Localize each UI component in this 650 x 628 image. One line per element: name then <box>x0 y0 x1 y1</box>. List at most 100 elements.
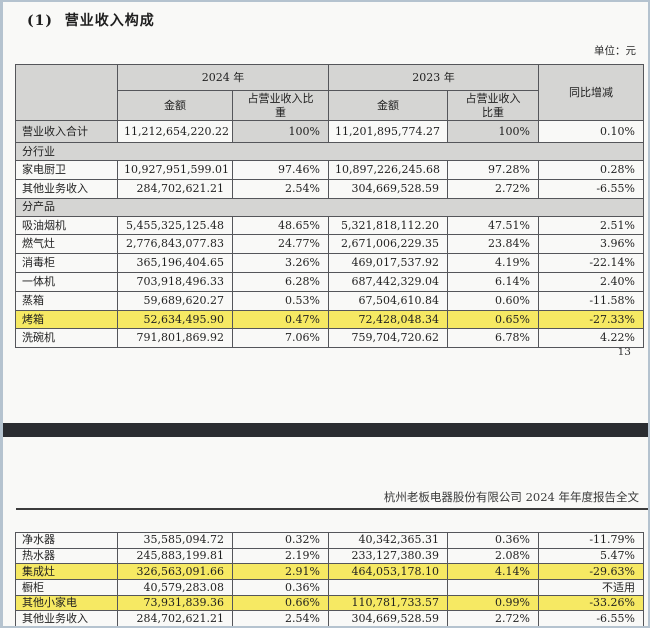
share-2024-cell: 0.32% <box>232 532 329 549</box>
table-row: 其他业务收入 284,702,621.21 2.54% 304,669,528.59 2… <box>15 610 644 626</box>
amount-2024-cell: 284,702,621.21 <box>117 178 233 199</box>
year-header-row: 2024 年 2023 年 同比增减 <box>15 64 644 121</box>
table-row: 营业收入合计 11,212,654,220.22 100% 11,201,895,77… <box>15 120 644 143</box>
row-label-cell: 一体机 <box>15 271 118 292</box>
share-2023-cell: 0.60% <box>447 290 539 311</box>
page-break-separator <box>3 423 648 437</box>
amount-2023-cell: 72,428,048.34 <box>328 309 448 330</box>
amount-2023-cell: 40,342,365.31 <box>328 532 448 549</box>
share-2023-cell: 0.36% <box>447 532 539 549</box>
share-2023-cell: 6.78% <box>447 328 539 349</box>
amount-2024-cell: 40,579,283.08 <box>117 579 233 596</box>
amount-2023-cell: 687,442,329.04 <box>328 271 448 292</box>
amount-2023-cell: 759,704,720.62 <box>328 328 448 349</box>
yoy-cell: -6.55% <box>538 178 644 199</box>
share-2023-cell: 2.72% <box>447 178 539 199</box>
row-label-cell: 蒸箱 <box>15 290 118 311</box>
amount-2024-cell: 284,702,621.21 <box>117 610 233 626</box>
row-label-cell: 消毒柜 <box>15 253 118 273</box>
share-2023-cell: 0.65% <box>447 309 539 330</box>
table-row: 洗碗机 791,801,869.92 7.06% 759,704,720.62 6.78… <box>15 328 644 349</box>
table-row: 集成灶 326,563,091.66 2.91% 464,053,178.10 4.14… <box>15 563 644 581</box>
table-row: 橱柜 40,579,283.08 0.36% 不适用 <box>15 579 644 596</box>
row-label-cell: 热水器 <box>15 547 118 565</box>
yoy-cell: -11.58% <box>538 290 644 311</box>
measure-header-row: 金额 占营业收入比重 金额 占营业收入比重 <box>16 90 644 121</box>
yoy-cell: -11.79% <box>538 532 644 549</box>
year-2024-header: 2024 年 <box>117 64 329 91</box>
amount-2024-cell: 35,585,094.72 <box>117 532 233 549</box>
amount-2024-cell: 73,931,839.36 <box>117 594 233 612</box>
amount-2024-cell: 52,634,495.90 <box>117 309 233 330</box>
share-2024-cell: 2.91% <box>232 563 329 581</box>
yoy-cell: -22.14% <box>538 253 644 273</box>
table-row: 热水器 245,883,199.81 2.19% 233,127,380.39 2.08… <box>15 547 644 565</box>
yoy-cell: 4.22% <box>538 328 644 349</box>
share-2024-cell: 0.47% <box>232 309 329 330</box>
share-2024-cell: 100% <box>232 120 329 143</box>
section-heading: (1) 营业收入构成 <box>27 13 155 29</box>
amount-2023-cell: 110,781,733.57 <box>328 594 448 612</box>
share-2023-cell: 2.72% <box>447 610 539 626</box>
table-row: 吸油烟机 5,455,325,125.48 48.65% 5,321,818,112.… <box>15 215 644 236</box>
row-label-cell: 燃气灶 <box>15 234 118 255</box>
yoy-cell: -33.26% <box>538 594 644 612</box>
share-2024-cell: 3.26% <box>232 253 329 273</box>
row-label-cell: 集成灶 <box>15 563 118 581</box>
amount-2024-cell: 10,927,951,599.01 <box>117 160 233 180</box>
table-row: 燃气灶 2,776,843,077.83 24.77% 2,671,006,229.3… <box>15 234 644 255</box>
unit-label: 单位：元 <box>594 45 636 57</box>
yoy-cell: 0.10% <box>538 120 644 143</box>
section-label-cell: 分产品 <box>15 197 644 217</box>
amount-2024-cell: 791,801,869.92 <box>117 328 233 349</box>
share-2024-cell: 0.53% <box>232 290 329 311</box>
table-row: 其他小家电 73,931,839.36 0.66% 110,781,733.57 0.9… <box>15 594 644 612</box>
table-row: 净水器 35,585,094.72 0.32% 40,342,365.31 0.36% -… <box>15 532 644 549</box>
yoy-cell: 不适用 <box>538 579 644 596</box>
row-label-cell: 净水器 <box>15 532 118 549</box>
row-label-cell: 其他业务收入 <box>15 178 118 199</box>
amount-2024-cell: 5,455,325,125.48 <box>117 215 233 236</box>
report-title: 杭州老板电器股份有限公司 2024 年年度报告全文 <box>383 490 639 504</box>
share-2023-cell: 47.51% <box>447 215 539 236</box>
amount-2023-cell: 11,201,895,774.27 <box>328 120 448 143</box>
share-2024-cell: 0.66% <box>232 594 329 612</box>
header-rule <box>16 508 648 510</box>
table-row: 一体机 703,918,496.33 6.28% 687,442,329.04 6.14… <box>15 271 644 292</box>
amount-2024-cell: 326,563,091.66 <box>117 563 233 581</box>
yoy-cell: 2.51% <box>538 215 644 236</box>
row-label-cell: 家电厨卫 <box>15 160 118 180</box>
share-2024-cell: 24.77% <box>232 234 329 255</box>
table-row: 其他业务收入 284,702,621.21 2.54% 304,669,528.59 2… <box>15 178 644 199</box>
amount-2024-cell: 245,883,199.81 <box>117 547 233 565</box>
share-2023-cell: 6.14% <box>447 271 539 292</box>
amount-2024-cell: 703,918,496.33 <box>117 271 233 292</box>
share-2023-cell: 2.08% <box>447 547 539 565</box>
share-2024-cell: 2.19% <box>232 547 329 565</box>
table-row: 蒸箱 59,689,620.27 0.53% 67,504,610.84 0.60% -1… <box>15 290 644 311</box>
share-2024-cell: 2.54% <box>232 178 329 199</box>
row-label-cell: 吸油烟机 <box>15 215 118 236</box>
share-2024-cell: 0.36% <box>232 579 329 596</box>
amount-2024-header: 金额 <box>117 90 233 121</box>
row-label-cell: 烤箱 <box>15 309 118 330</box>
share-2023-cell: 100% <box>447 120 539 143</box>
share-2023-cell: 23.84% <box>447 234 539 255</box>
row-label-cell: 橱柜 <box>15 579 118 596</box>
amount-2023-header: 金额 <box>328 90 448 121</box>
amount-2024-cell: 59,689,620.27 <box>117 290 233 311</box>
yoy-cell: 2.40% <box>538 271 644 292</box>
amount-2023-cell: 2,671,006,229.35 <box>328 234 448 255</box>
yoy-cell: 3.96% <box>538 234 644 255</box>
yoy-header: 同比增减 <box>538 64 644 121</box>
amount-2023-cell: 304,669,528.59 <box>328 610 448 626</box>
share-2023-cell: 97.28% <box>447 160 539 180</box>
share-2024-cell: 97.46% <box>232 160 329 180</box>
amount-2024-cell: 11,212,654,220.22 <box>117 120 233 143</box>
section-label-cell: 分行业 <box>15 142 644 161</box>
yoy-cell: -29.63% <box>538 563 644 581</box>
row-label-header <box>15 64 118 121</box>
amount-2023-cell: 304,669,528.59 <box>328 178 448 199</box>
amount-2023-cell: 469,017,537.92 <box>328 253 448 273</box>
